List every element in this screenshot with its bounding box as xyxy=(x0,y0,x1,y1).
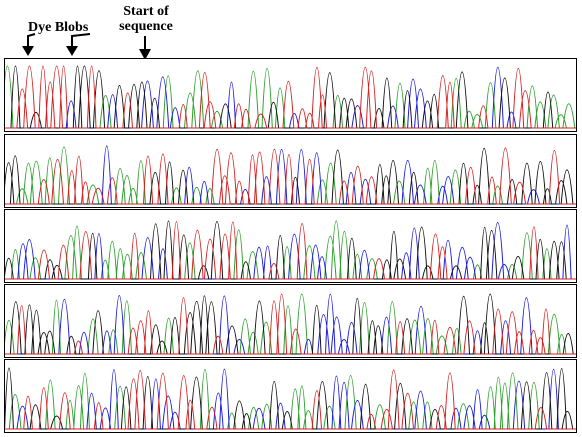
trace-channel-C-panel-1 xyxy=(5,67,576,129)
trace-svg-2 xyxy=(5,145,576,205)
trace-panel-5 xyxy=(4,359,577,433)
trace-channel-T-panel-2 xyxy=(5,147,576,205)
trace-panel-1 xyxy=(4,58,577,132)
trace-svg-3 xyxy=(5,220,576,280)
dye-blobs-bracket xyxy=(27,33,36,46)
trace-channel-G-panel-1 xyxy=(5,65,576,129)
dye-blobs-arrowhead-left xyxy=(22,46,34,56)
dye-blobs-label: Dye Blobs xyxy=(28,20,89,35)
trace-channel-A-panel-2 xyxy=(5,146,576,205)
trace-channel-G-panel-5 xyxy=(5,367,576,430)
start-label-line1: Start of xyxy=(123,4,169,19)
annotation-arrows xyxy=(22,33,151,60)
trace-channel-T-panel-1 xyxy=(5,65,576,129)
trace-channel-T-panel-5 xyxy=(5,369,576,430)
dye-blobs-bracket-right xyxy=(71,33,91,46)
start-arrowhead xyxy=(139,49,151,60)
trace-panel-4 xyxy=(4,284,577,358)
start-label-line2: sequence xyxy=(119,19,173,34)
trace-channel-A-panel-4 xyxy=(5,294,576,355)
trace-channel-A-panel-1 xyxy=(5,65,576,129)
trace-svg-4 xyxy=(5,293,576,355)
trace-channel-C-panel-5 xyxy=(5,369,576,430)
trace-panel-3 xyxy=(4,209,577,283)
trace-channel-T-panel-4 xyxy=(5,294,576,355)
trace-svg-1 xyxy=(5,65,576,129)
trace-channel-C-panel-2 xyxy=(5,145,576,205)
trace-channel-T-panel-3 xyxy=(5,221,576,280)
trace-channel-G-panel-2 xyxy=(5,148,576,205)
trace-panel-2 xyxy=(4,134,577,208)
start-of-sequence-label: Start of sequence xyxy=(108,4,184,34)
trace-svg-5 xyxy=(5,367,576,430)
dye-blobs-arrowhead-right xyxy=(66,46,78,56)
